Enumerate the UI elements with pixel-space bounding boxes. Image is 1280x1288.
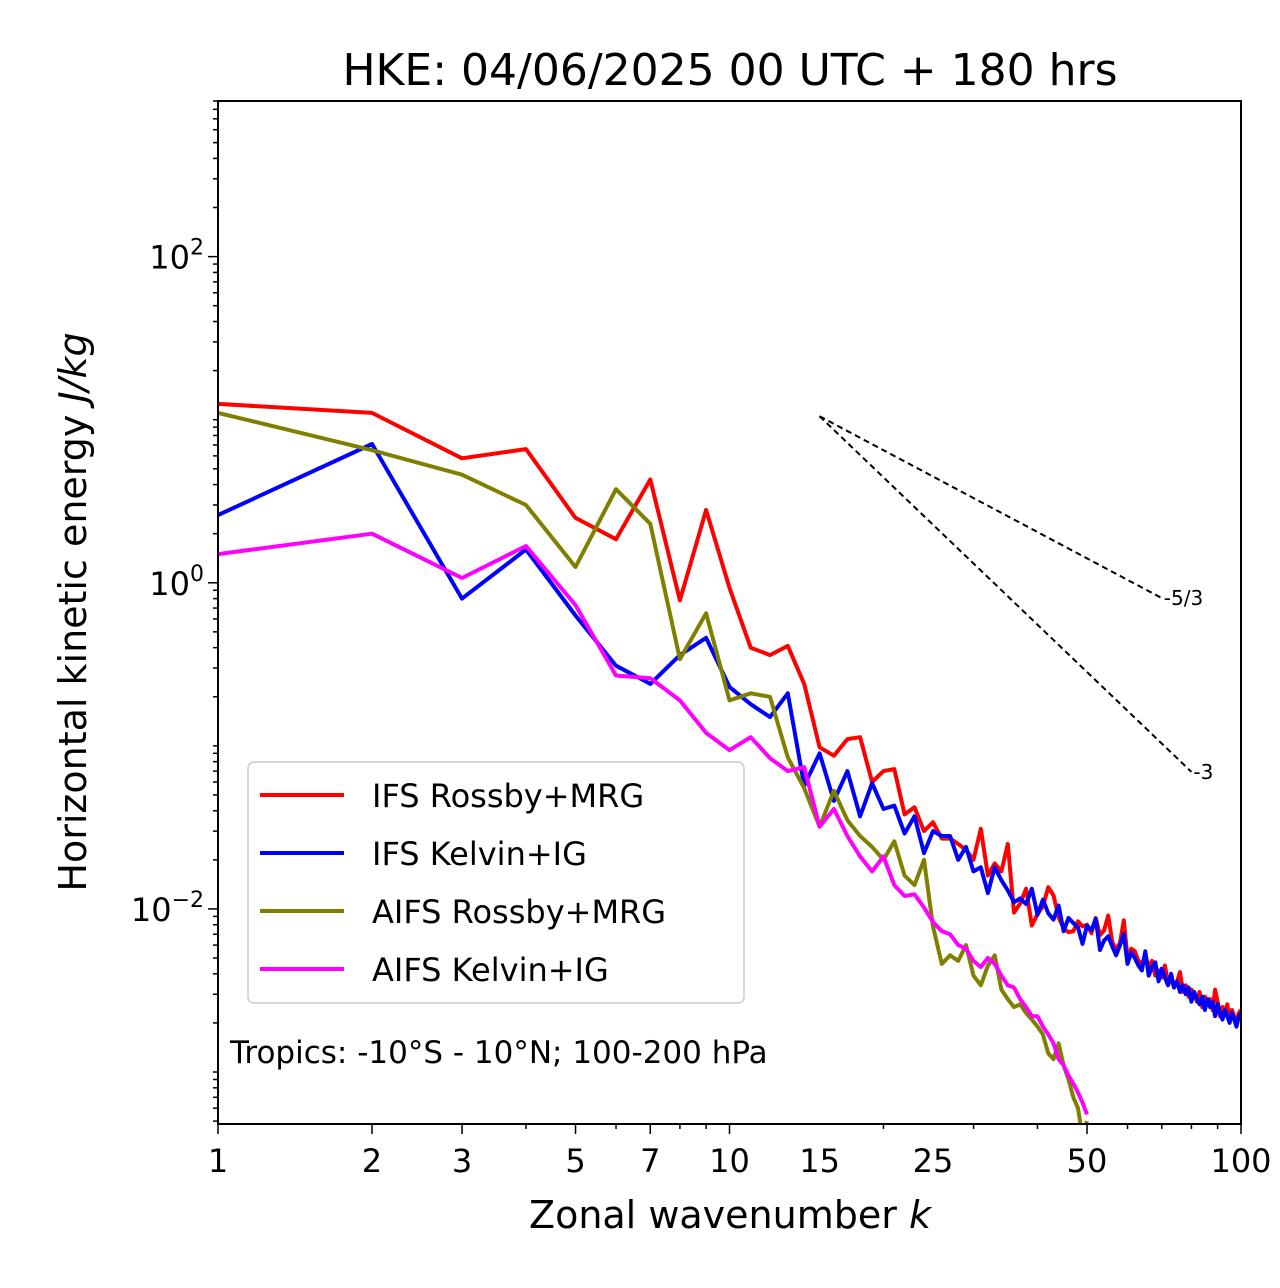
legend-box: [247, 761, 745, 1004]
x-axis-ticks: 1 2 3 5 7 10 15 25 50 100: [208, 1124, 1272, 1180]
legend-items: IFS Rossby+MRG IFS Kelvin+IG AIFS Rossby+M…: [260, 777, 666, 989]
slope-label: -5/3: [1164, 586, 1203, 610]
series-line-aifs-rossby-mrg: [218, 410, 1089, 1124]
legend: IFS Rossby+MRG IFS Kelvin+IG AIFS Rossby+M…: [247, 761, 745, 1004]
y-axis-label: Horizontal kinetic energy J/kg: [51, 332, 95, 891]
x-tick-label: 50: [1067, 1142, 1108, 1180]
x-tick-label: 15: [799, 1142, 840, 1180]
chart-title: HKE: 04/06/2025 00 UTC + 180 hrs: [342, 45, 1117, 96]
y-axis-ticks: 102 100 10−2: [131, 100, 218, 1122]
x-axis-label: Zonal wavenumber k: [529, 1193, 933, 1237]
series-line-aifs-kelvin-ig: [218, 531, 1089, 1116]
series-line-ifs-kelvin-ig: [218, 442, 1241, 1029]
x-axis-label-main: Zonal wavenumber: [529, 1193, 909, 1237]
slope-line: [818, 415, 1193, 773]
x-tick-label: 25: [913, 1142, 954, 1180]
y-tick-label: 10−2: [131, 888, 204, 929]
legend-label: AIFS Rossby+MRG: [372, 893, 666, 931]
reference-slopes: -5/3 -3: [818, 415, 1213, 784]
legend-label: IFS Rossby+MRG: [372, 777, 644, 815]
slope-line: [819, 415, 1163, 599]
series-aifs-kelvin-ig: [218, 531, 1089, 1116]
y-axis-label-italic: J/kg: [51, 332, 95, 409]
x-tick-label: 10: [709, 1142, 750, 1180]
x-tick-label: 5: [565, 1142, 585, 1180]
legend-label: IFS Kelvin+IG: [372, 835, 587, 873]
x-tick-label: 3: [452, 1142, 472, 1180]
slope-label: -3: [1193, 760, 1213, 784]
x-tick-label: 2: [362, 1142, 382, 1180]
x-tick-label: 100: [1210, 1142, 1271, 1180]
x-axis-label-italic: k: [909, 1193, 933, 1237]
series-aifs-rossby-mrg: [218, 410, 1089, 1124]
x-tick-label: 1: [208, 1142, 228, 1180]
series-ifs-kelvin-ig: [218, 442, 1241, 1029]
y-tick-label: 100: [149, 562, 204, 603]
x-tick-label: 7: [640, 1142, 660, 1180]
series-layer: [218, 401, 1241, 1124]
y-tick-label: 102: [149, 236, 204, 277]
legend-label: AIFS Kelvin+IG: [372, 951, 609, 989]
region-annotation: Tropics: -10°S - 10°N; 100-200 hPa: [229, 1035, 768, 1071]
y-axis-label-main: Horizontal kinetic energy: [51, 403, 95, 892]
